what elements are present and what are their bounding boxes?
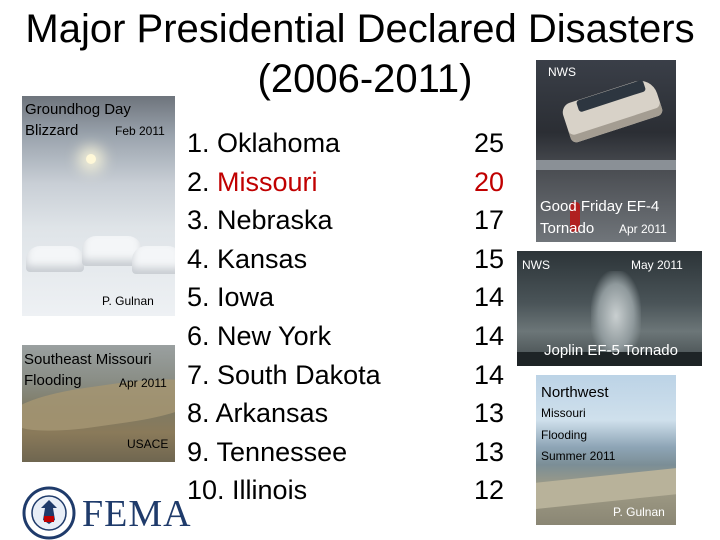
overturned-bus [560, 76, 664, 144]
ranking-disaster-count: 17 [474, 205, 505, 236]
ranking-state-label: 10. Illinois [187, 475, 308, 506]
ranking-state-label: 7. South Dakota [187, 359, 381, 390]
ranking-state-label: 5. Iowa [187, 282, 275, 313]
se-flooding-caption-line1: Southeast Missouri [24, 351, 152, 368]
joplin-photo-credit: NWS [522, 258, 550, 272]
tornado-ground [517, 352, 702, 366]
se-flooding-photo [22, 345, 175, 462]
ranking-state-label: 1. Oklahoma [187, 128, 341, 158]
damaged-canopy [536, 160, 676, 170]
levee [536, 466, 676, 510]
dhs-seal-icon [22, 486, 76, 540]
ranking-disaster-count: 14 [474, 282, 505, 313]
ranking-state-label: 4. Kansas [187, 243, 308, 274]
blizzard-date: Feb 2011 [115, 124, 165, 138]
ranking-disaster-count: 20 [474, 166, 505, 197]
ranking-disaster-count: 13 [474, 398, 505, 429]
ranking-disaster-count: 14 [474, 359, 505, 390]
blizzard-photo [22, 96, 175, 316]
joplin-date: May 2011 [631, 258, 683, 272]
good-friday-date: Apr 2011 [619, 222, 667, 236]
tornado-funnel [591, 271, 641, 361]
nw-flooding-photo [536, 375, 676, 525]
ranking-state-highlight: Missouri [217, 166, 318, 197]
se-flooding-photo-credit: USACE [127, 437, 169, 451]
joplin-tornado-photo [517, 251, 702, 366]
snow-covered-car [132, 246, 175, 274]
se-flooding-caption-line2: Flooding [24, 372, 82, 389]
snow-covered-car [26, 246, 84, 272]
nw-flooding-date: Summer 2011 [541, 449, 616, 463]
ranking-state-label: 6. New York [187, 321, 332, 351]
nw-flooding-caption-line3: Flooding [541, 428, 588, 442]
ranking-state-label: 9. Tennessee [187, 436, 348, 467]
ranking-disaster-count: 14 [474, 321, 505, 351]
ranking-disaster-count: 25 [474, 128, 505, 158]
ranking-disaster-count: 13 [474, 436, 505, 467]
good-friday-caption-line1: Good Friday EF-4 [540, 198, 660, 215]
nw-flooding-photo-credit: P. Gulnan [613, 505, 665, 519]
se-flooding-date: Apr 2011 [119, 376, 167, 390]
blizzard-caption-line2: Blizzard [25, 122, 79, 139]
person-figure [570, 202, 580, 232]
joplin-caption: Joplin EF-5 Tornado [544, 342, 678, 359]
good-friday-photo-credit: NWS [548, 65, 576, 79]
slide-title-line2: (2006-2011) [257, 57, 473, 101]
good-friday-tornado-photo [536, 60, 676, 242]
good-friday-caption-line2: Tornado [540, 220, 595, 237]
blizzard-caption-line1: Groundhog Day [25, 101, 131, 118]
fema-wordmark: FEMA [82, 493, 192, 535]
blizzard-photo-credit: P. Gulnan [102, 294, 154, 308]
ranking-state-label: 2. Missouri [187, 167, 318, 197]
ranking-disaster-count: 12 [474, 475, 505, 506]
ranking-state-label: 8. Arkansas [187, 398, 329, 429]
ranking-number: 2. [187, 166, 218, 197]
street-lamp-glow [86, 154, 96, 164]
nw-flooding-caption-line2: Missouri [541, 406, 586, 420]
ranking-state-label: 3. Nebraska [187, 205, 333, 236]
nw-flooding-caption-line1: Northwest [541, 384, 609, 401]
slide-title-line1: Major Presidential Declared Disasters [25, 7, 695, 51]
ranking-disaster-count: 15 [474, 243, 505, 274]
